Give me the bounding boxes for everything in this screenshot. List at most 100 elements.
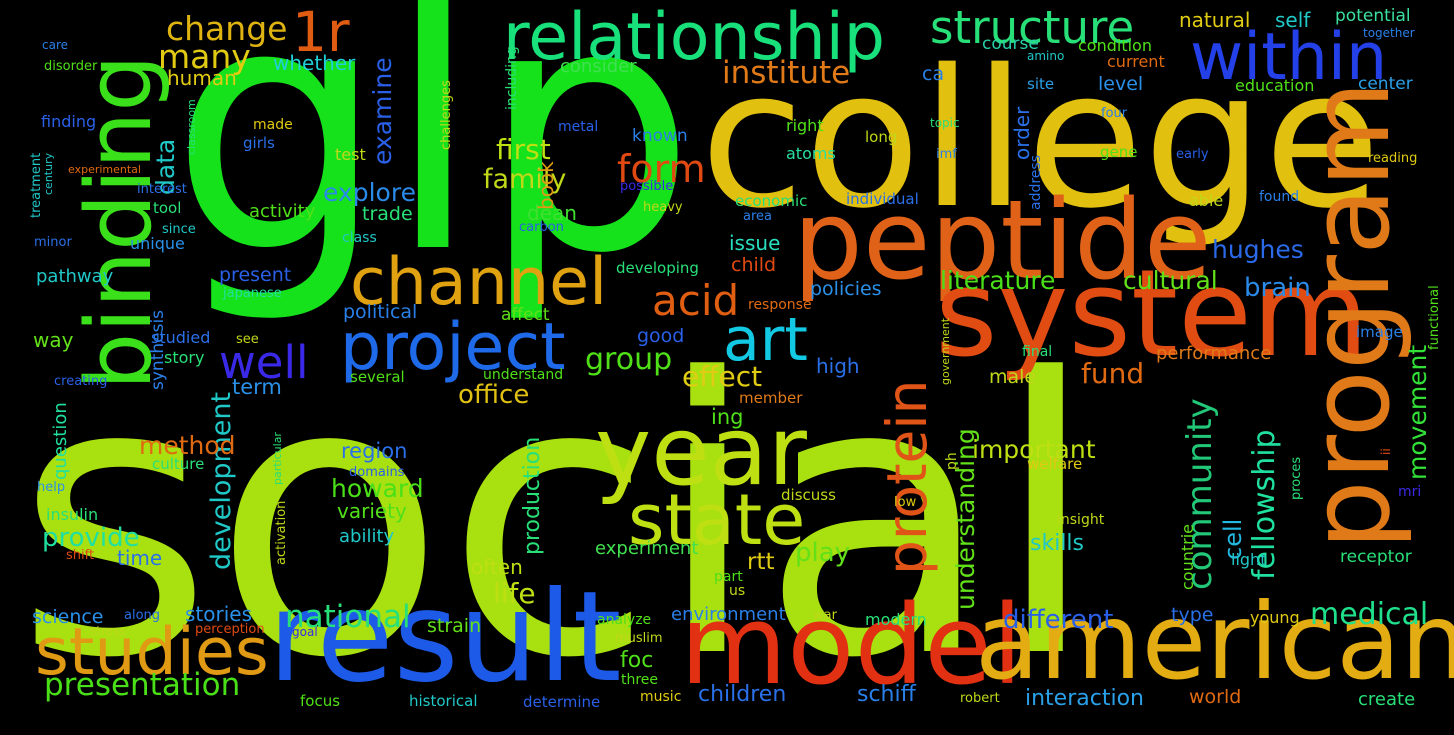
word-type: type (1171, 604, 1214, 626)
word-atoms: atoms (786, 144, 836, 163)
word-1r: 1r (292, 0, 350, 64)
word-reading: reading (1368, 151, 1418, 166)
word-domains: domains (349, 465, 405, 480)
word-order: order (1010, 106, 1034, 160)
word-presentation: presentation (44, 667, 241, 703)
word-countrie: countrie (1178, 523, 1197, 590)
word-activity: activity (249, 201, 316, 222)
word-examine: examine (368, 57, 397, 165)
word-consider: consider (560, 56, 637, 77)
word-within: within (1190, 20, 1388, 95)
word-ing: ing (711, 405, 744, 429)
word-war: war (813, 608, 837, 623)
word-present: present (219, 264, 292, 286)
word-studies: studies (35, 615, 269, 690)
word-disorder: disorder (44, 59, 98, 74)
word-create: create (1358, 689, 1416, 710)
word-member: member (739, 389, 803, 407)
word-national: national (285, 599, 411, 635)
word-response: response (748, 297, 812, 313)
word-office: office (458, 380, 530, 410)
word-minor: minor (34, 235, 72, 250)
word-social: social (15, 298, 1099, 735)
word-form: form (617, 147, 706, 191)
word-potential: potential (1335, 6, 1411, 26)
word-high: high (816, 354, 860, 378)
word-art: art (723, 305, 808, 375)
word-understand: understand (483, 367, 564, 383)
word-cultural: cultural (1123, 266, 1218, 295)
word-including: including (504, 46, 520, 110)
word-receptor: receptor (1340, 547, 1412, 567)
word-issue: issue (729, 231, 781, 255)
word-course: course (982, 34, 1039, 54)
word-studied: studied (151, 328, 211, 347)
word-relationship: relationship (503, 0, 886, 75)
word-goal: goal (292, 625, 318, 639)
word-perception: perception (195, 622, 265, 637)
word-college: college (700, 29, 1381, 250)
word-time: time (117, 546, 163, 570)
word-determine: determine (523, 693, 601, 711)
word-interaction: interaction (1025, 686, 1144, 711)
word-well: well (219, 336, 309, 389)
word-insight: insight (1057, 512, 1105, 528)
word-found: found (1259, 189, 1300, 205)
word-culture: culture (152, 455, 205, 473)
word-mri: mri (1398, 484, 1422, 500)
word-explore: explore (323, 178, 416, 207)
word-insulin: insulin (46, 505, 99, 524)
word-stress: stress (90, 624, 126, 638)
word-welfare: welfare (1027, 455, 1083, 473)
word-metal: metal (558, 119, 599, 135)
word-economic: economic (735, 192, 808, 210)
word-important: important (972, 435, 1096, 464)
word-often: often (471, 555, 523, 579)
word-classroom: classroom (185, 99, 198, 155)
word-life: life (493, 577, 536, 610)
word-movement: movement (1403, 344, 1432, 480)
word-natural: natural (1179, 8, 1251, 32)
word-region: region (341, 439, 408, 463)
word-system: system (935, 245, 1369, 384)
word-political: political (343, 301, 418, 323)
word-level: level (1098, 73, 1144, 95)
word-channel: channel (350, 245, 608, 320)
word-play: play (795, 538, 851, 568)
word-robert: robert (960, 691, 1000, 706)
word-result: result (268, 565, 622, 710)
word-heavy: heavy (643, 200, 683, 215)
word-government: government (939, 317, 952, 385)
word-environment: environment (671, 604, 786, 625)
word-project: project (340, 310, 566, 385)
word-development: development (206, 391, 237, 570)
word-four: four (1101, 106, 1128, 121)
word-known: known (632, 126, 688, 146)
word-tool: tool (153, 199, 182, 217)
word-story: story (164, 348, 205, 367)
word-low: low (894, 495, 917, 510)
word-many: many (158, 37, 251, 76)
word-interest: interest (137, 182, 187, 197)
word-child: child (731, 254, 777, 276)
word-made: made (253, 117, 293, 133)
word-state: state (628, 479, 806, 561)
word-world: world (1189, 686, 1242, 708)
word-peptide: peptide (793, 176, 1212, 304)
word-change: change (166, 9, 288, 48)
word-japanese: japanese (223, 286, 282, 301)
word-activation: activation (274, 500, 289, 565)
word-male: male (989, 366, 1037, 388)
word-topic: topic (930, 116, 960, 130)
word-creating: creating (54, 374, 108, 389)
word-way: way (33, 328, 74, 352)
word-different: different (1003, 605, 1114, 635)
word-model: model (680, 581, 1023, 709)
word-us: us (729, 583, 746, 599)
word-first: first (496, 133, 551, 166)
word-address: address (1028, 154, 1044, 210)
word-test: test (335, 145, 366, 164)
word-protein: protein (875, 379, 939, 575)
word-help: help (37, 480, 66, 495)
word-whether: whether (273, 51, 356, 75)
